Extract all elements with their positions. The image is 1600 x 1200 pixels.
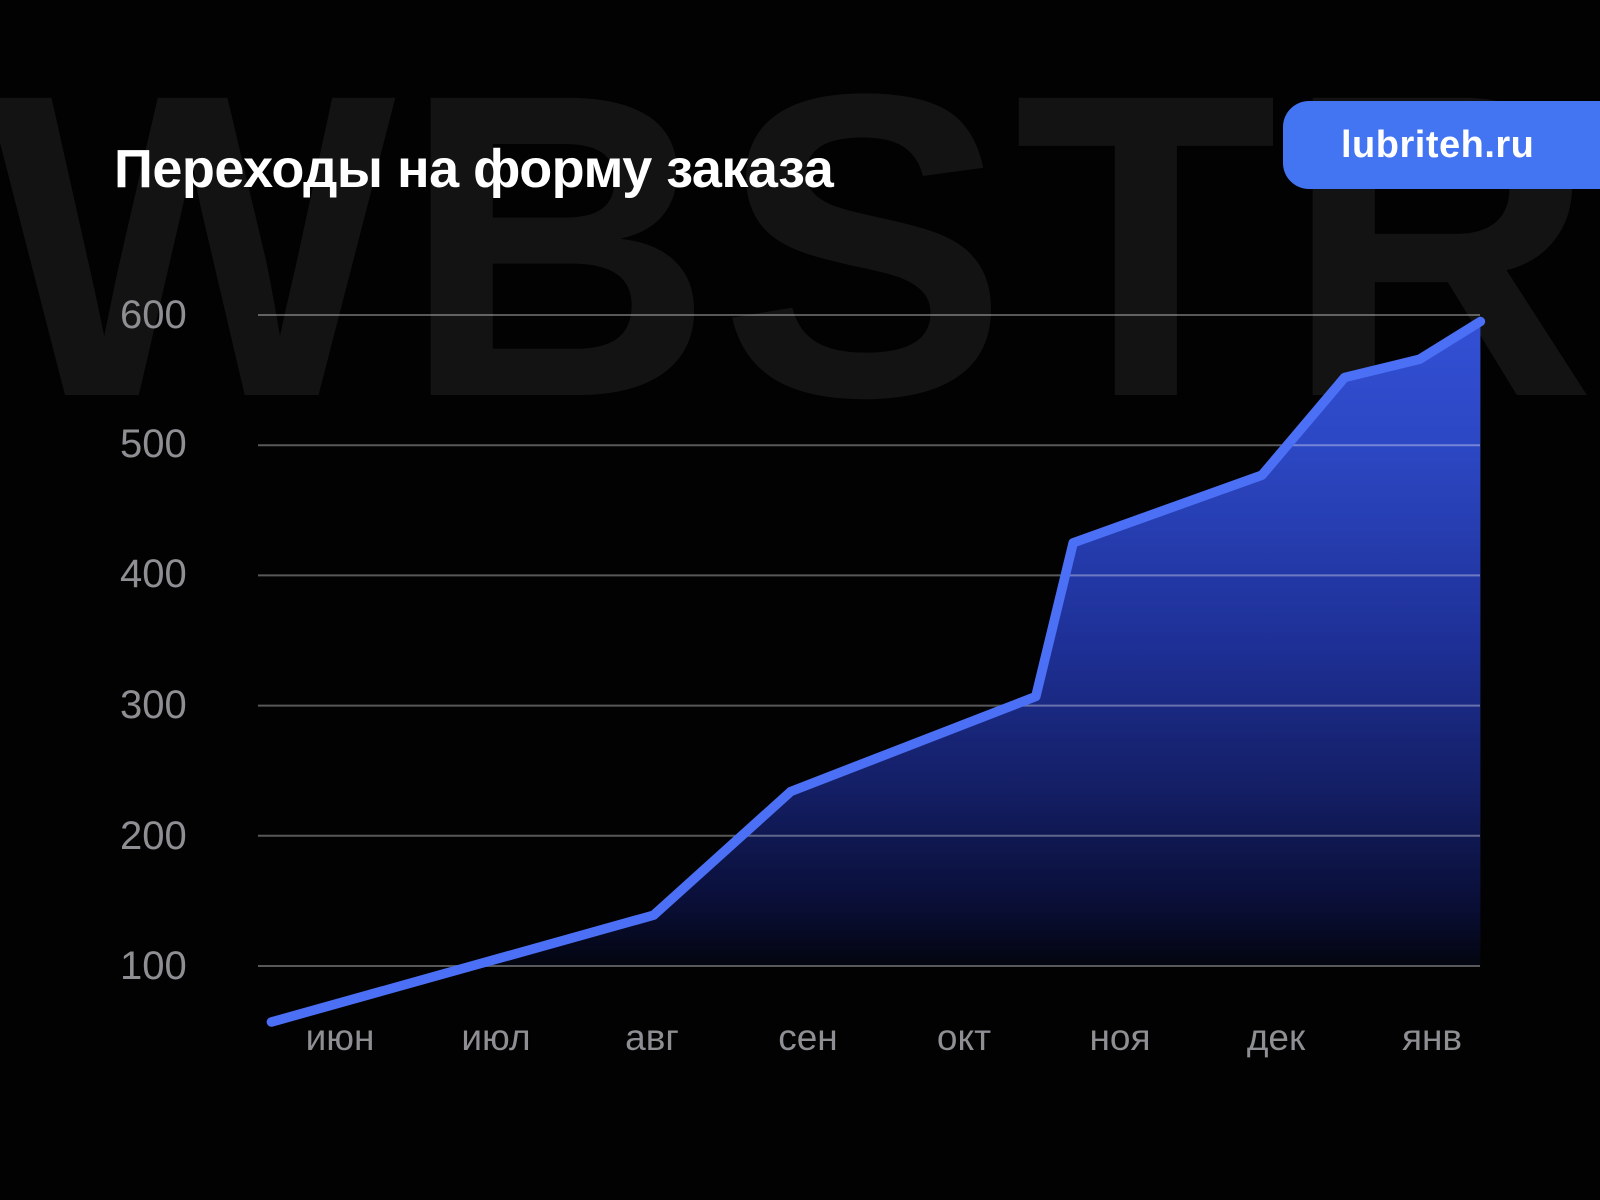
x-tick-jun: июн [305, 1017, 375, 1058]
x-tick-nov: ноя [1089, 1017, 1151, 1058]
trend-line [266, 316, 1486, 1027]
y-tick-400: 400 [120, 552, 187, 596]
x-tick-dec: дек [1246, 1017, 1306, 1058]
page-title: Переходы на форму заказа [114, 139, 834, 199]
site-badge-label: lubriteh.ru [1341, 123, 1535, 166]
x-tick-aug: авг [625, 1017, 679, 1058]
site-badge[interactable]: lubriteh.ru [1283, 101, 1600, 189]
y-tick-300: 300 [120, 683, 187, 727]
x-tick-oct: окт [936, 1017, 992, 1058]
x-tick-sep: сен [778, 1017, 838, 1058]
y-tick-200: 200 [120, 814, 187, 858]
y-tick-600: 600 [120, 293, 187, 337]
x-tick-jan: янв [1401, 1017, 1463, 1058]
x-tick-jul: июл [461, 1017, 531, 1058]
area-fill [471, 321, 1481, 966]
y-tick-100: 100 [120, 944, 187, 988]
y-tick-500: 500 [120, 422, 187, 466]
